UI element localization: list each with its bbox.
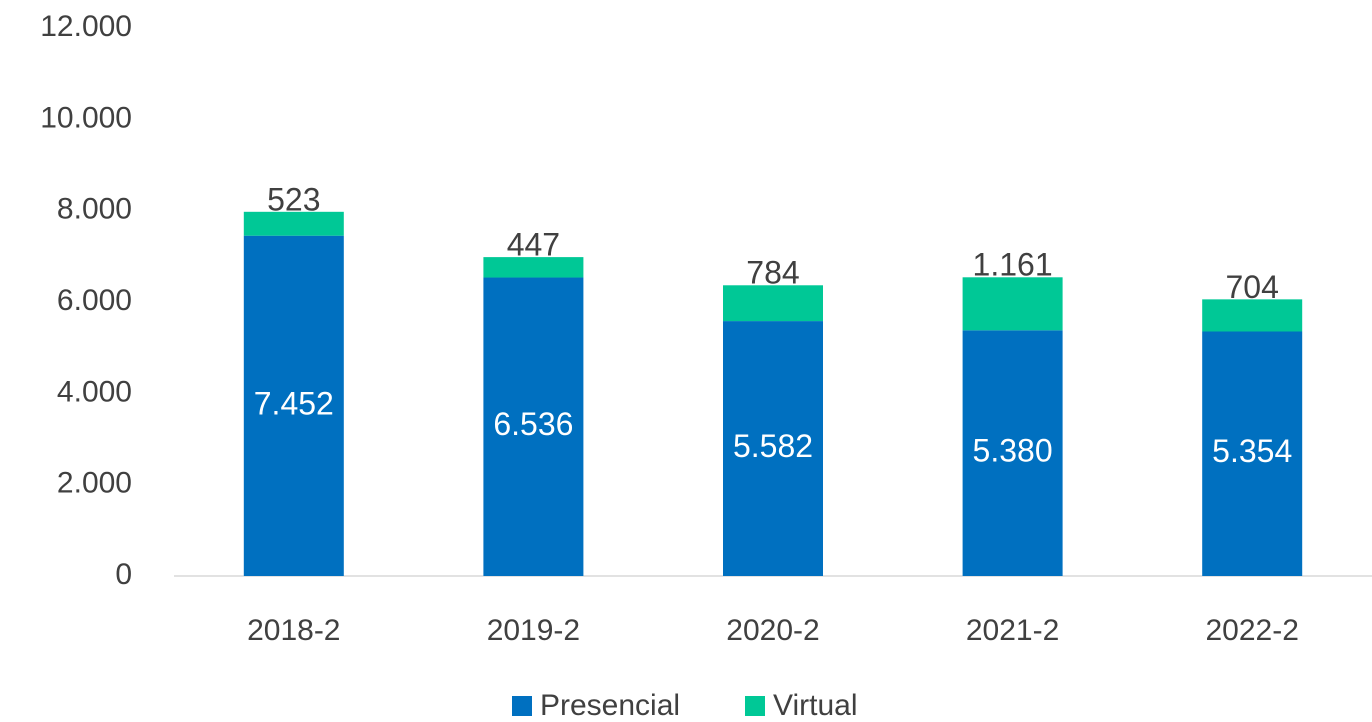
data-label: 523	[267, 181, 320, 217]
y-tick-label: 10.000	[40, 101, 132, 134]
data-label: 6.536	[493, 406, 573, 442]
data-label: 5.380	[973, 433, 1053, 469]
y-tick-label: 4.000	[57, 375, 132, 408]
bar-segment	[483, 257, 584, 278]
data-label: 447	[507, 227, 560, 263]
x-tick-label: 2021-2	[966, 614, 1059, 647]
y-tick-label: 12.000	[40, 10, 132, 43]
bar-segment	[723, 285, 823, 322]
legend-swatch	[745, 696, 765, 716]
bar-segment	[962, 277, 1063, 331]
data-label: 5.354	[1212, 433, 1292, 469]
data-label: 7.452	[254, 385, 334, 421]
bar-segment	[723, 321, 823, 576]
legend-swatch	[512, 696, 532, 716]
x-tick-label: 2022-2	[1205, 614, 1298, 647]
bar-segment	[1202, 331, 1303, 576]
bar-segment	[962, 330, 1063, 576]
bar-segment	[1202, 299, 1303, 332]
x-tick-label: 2018-2	[247, 614, 340, 647]
data-label: 704	[1226, 269, 1279, 305]
data-label: 784	[746, 255, 799, 291]
x-tick-label: 2020-2	[726, 614, 819, 647]
y-tick-label: 2.000	[57, 467, 132, 500]
x-tick-label: 2019-2	[487, 614, 580, 647]
data-label: 1.161	[973, 247, 1053, 283]
bar-segment	[243, 211, 344, 236]
legend-label: Presencial	[540, 689, 680, 722]
bar-segment	[243, 235, 344, 576]
bar-segment	[483, 277, 584, 576]
data-label: 5.582	[733, 428, 813, 464]
y-tick-label: 6.000	[57, 284, 132, 317]
y-tick-label: 8.000	[57, 193, 132, 226]
legend-label: Virtual	[773, 689, 858, 722]
y-tick-label: 0	[115, 558, 132, 591]
